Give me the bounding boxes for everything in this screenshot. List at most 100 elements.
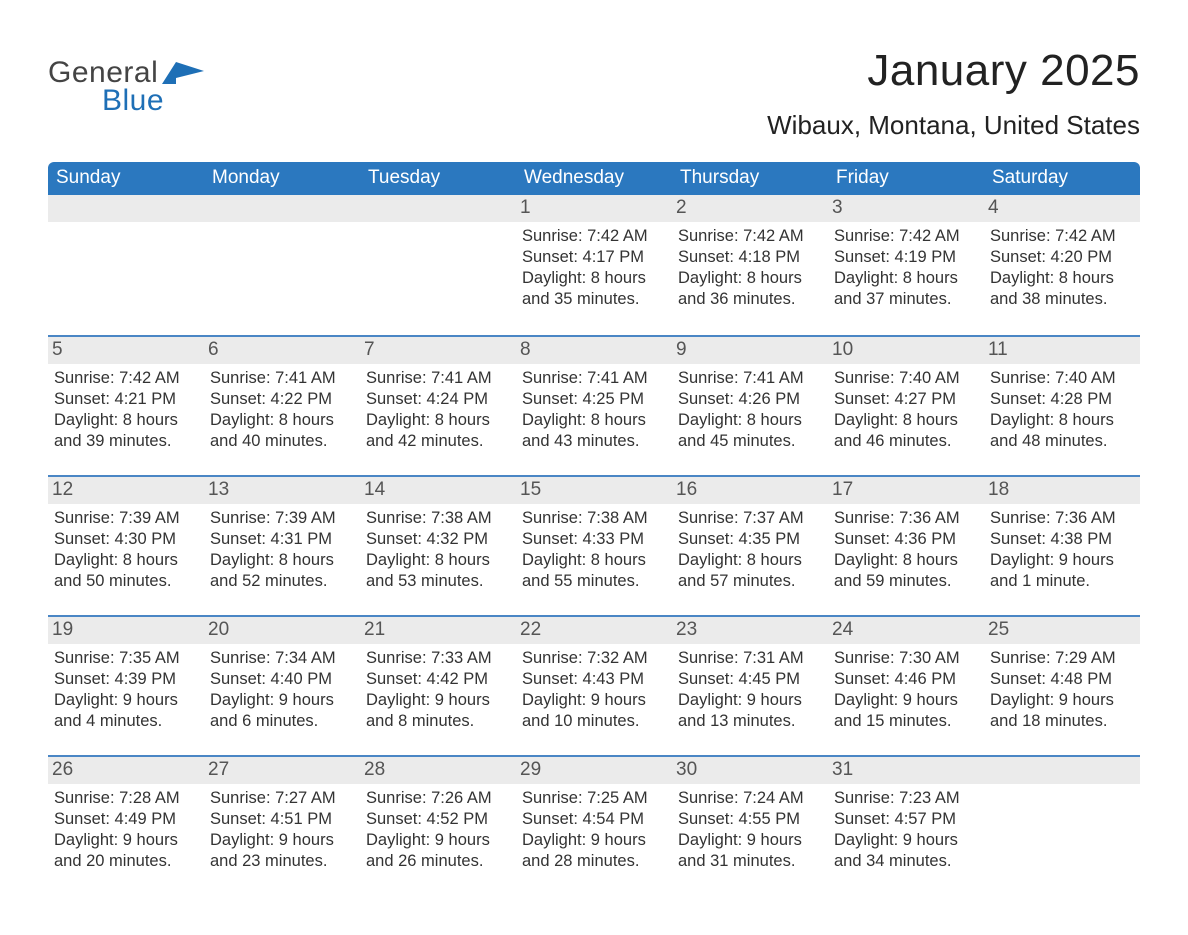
day-details: Sunrise: 7:35 AMSunset: 4:39 PMDaylight:…: [54, 648, 198, 732]
weekday-header: Saturday: [984, 162, 1140, 195]
calendar-day: 5 Sunrise: 7:42 AMSunset: 4:21 PMDaylight…: [48, 335, 204, 475]
day-details: Sunrise: 7:24 AMSunset: 4:55 PMDaylight:…: [678, 788, 822, 872]
weekday-header: Friday: [828, 162, 984, 195]
day-details: Sunrise: 7:41 AMSunset: 4:25 PMDaylight:…: [522, 368, 666, 452]
day-number: 3: [828, 195, 984, 222]
day-number: 22: [516, 615, 672, 644]
calendar-week: 26Sunrise: 7:28 AMSunset: 4:49 PMDayligh…: [48, 755, 1140, 895]
calendar-day: 6 Sunrise: 7:41 AMSunset: 4:22 PMDaylight…: [204, 335, 360, 475]
calendar-day-blank: [204, 195, 360, 335]
day-details: Sunrise: 7:30 AMSunset: 4:46 PMDaylight:…: [834, 648, 978, 732]
calendar-day: 31Sunrise: 7:23 AMSunset: 4:57 PMDayligh…: [828, 755, 984, 895]
day-number: [360, 195, 516, 222]
day-number: 17: [828, 475, 984, 504]
day-number: [48, 195, 204, 222]
calendar-day: 18 Sunrise: 7:36 AMSunset: 4:38 PMDayligh…: [984, 475, 1140, 615]
day-number: 7: [360, 335, 516, 364]
day-details: Sunrise: 7:36 AMSunset: 4:38 PMDaylight:…: [990, 508, 1134, 592]
day-details: Sunrise: 7:38 AMSunset: 4:32 PMDaylight:…: [366, 508, 510, 592]
calendar-day: 10 Sunrise: 7:40 AMSunset: 4:27 PMDayligh…: [828, 335, 984, 475]
calendar-day: 22 Sunrise: 7:32 AMSunset: 4:43 PMDayligh…: [516, 615, 672, 755]
calendar-day: 25Sunrise: 7:29 AMSunset: 4:48 PMDayligh…: [984, 615, 1140, 755]
day-number: 12: [48, 475, 204, 504]
calendar-week: 12Sunrise: 7:39 AMSunset: 4:30 PMDayligh…: [48, 475, 1140, 615]
day-number: 24: [828, 615, 984, 644]
location-subtitle: Wibaux, Montana, United States: [767, 110, 1140, 141]
calendar-day: 9 Sunrise: 7:41 AMSunset: 4:26 PMDaylight…: [672, 335, 828, 475]
calendar-day: 29 Sunrise: 7:25 AMSunset: 4:54 PMDayligh…: [516, 755, 672, 895]
calendar-day: 2 Sunrise: 7:42 AMSunset: 4:18 PMDaylight…: [672, 195, 828, 335]
day-details: Sunrise: 7:28 AMSunset: 4:49 PMDaylight:…: [54, 788, 198, 872]
day-details: Sunrise: 7:40 AMSunset: 4:27 PMDaylight:…: [834, 368, 978, 452]
calendar-day-blank: [984, 755, 1140, 895]
weekday-header: Thursday: [672, 162, 828, 195]
day-number: 20: [204, 615, 360, 644]
calendar-day: 8 Sunrise: 7:41 AMSunset: 4:25 PMDaylight…: [516, 335, 672, 475]
day-details: Sunrise: 7:42 AMSunset: 4:17 PMDaylight:…: [522, 226, 666, 310]
brand-word-2: Blue: [102, 84, 204, 118]
day-details: Sunrise: 7:42 AMSunset: 4:21 PMDaylight:…: [54, 368, 198, 452]
day-number: [204, 195, 360, 222]
calendar-day: 24 Sunrise: 7:30 AMSunset: 4:46 PMDayligh…: [828, 615, 984, 755]
day-details: Sunrise: 7:25 AMSunset: 4:54 PMDaylight:…: [522, 788, 666, 872]
day-number: 13: [204, 475, 360, 504]
calendar-day: 20 Sunrise: 7:34 AMSunset: 4:40 PMDayligh…: [204, 615, 360, 755]
day-number: 31: [828, 755, 984, 784]
day-number: 14: [360, 475, 516, 504]
calendar-day: 7Sunrise: 7:41 AMSunset: 4:24 PMDaylight…: [360, 335, 516, 475]
day-details: Sunrise: 7:29 AMSunset: 4:48 PMDaylight:…: [990, 648, 1134, 732]
calendar-day: 28 Sunrise: 7:26 AMSunset: 4:52 PMDayligh…: [360, 755, 516, 895]
day-number: 2: [672, 195, 828, 222]
day-number: 11: [984, 335, 1140, 364]
weekday-header: Sunday: [48, 162, 204, 195]
day-number: 5: [48, 335, 204, 364]
flag-icon: [162, 62, 204, 84]
day-details: Sunrise: 7:27 AMSunset: 4:51 PMDaylight:…: [210, 788, 354, 872]
calendar-day: 4 Sunrise: 7:42 AMSunset: 4:20 PMDaylight…: [984, 195, 1140, 335]
calendar-day: 19 Sunrise: 7:35 AMSunset: 4:39 PMDayligh…: [48, 615, 204, 755]
calendar-week: 19 Sunrise: 7:35 AMSunset: 4:39 PMDayligh…: [48, 615, 1140, 755]
brand-logo: General Blue: [48, 46, 204, 118]
day-number: 29: [516, 755, 672, 784]
weekday-header: Tuesday: [360, 162, 516, 195]
day-number: 21: [360, 615, 516, 644]
calendar-day: 23 Sunrise: 7:31 AMSunset: 4:45 PMDayligh…: [672, 615, 828, 755]
day-number: 16: [672, 475, 828, 504]
day-number: 23: [672, 615, 828, 644]
day-number: 9: [672, 335, 828, 364]
calendar-day: 13Sunrise: 7:39 AMSunset: 4:31 PMDayligh…: [204, 475, 360, 615]
day-details: Sunrise: 7:34 AMSunset: 4:40 PMDaylight:…: [210, 648, 354, 732]
day-details: Sunrise: 7:33 AMSunset: 4:42 PMDaylight:…: [366, 648, 510, 732]
day-number: 8: [516, 335, 672, 364]
day-details: Sunrise: 7:42 AMSunset: 4:20 PMDaylight:…: [990, 226, 1134, 310]
calendar-document: General Blue January 2025 Wibaux, Montan…: [0, 0, 1188, 935]
calendar-week: 5 Sunrise: 7:42 AMSunset: 4:21 PMDaylight…: [48, 335, 1140, 475]
day-details: Sunrise: 7:41 AMSunset: 4:26 PMDaylight:…: [678, 368, 822, 452]
day-details: Sunrise: 7:26 AMSunset: 4:52 PMDaylight:…: [366, 788, 510, 872]
day-details: Sunrise: 7:37 AMSunset: 4:35 PMDaylight:…: [678, 508, 822, 592]
day-details: Sunrise: 7:41 AMSunset: 4:22 PMDaylight:…: [210, 368, 354, 452]
calendar-day: 15 Sunrise: 7:38 AMSunset: 4:33 PMDayligh…: [516, 475, 672, 615]
calendar-day-blank: [360, 195, 516, 335]
day-details: Sunrise: 7:32 AMSunset: 4:43 PMDaylight:…: [522, 648, 666, 732]
day-number: 18: [984, 475, 1140, 504]
calendar-day: 3Sunrise: 7:42 AMSunset: 4:19 PMDaylight…: [828, 195, 984, 335]
calendar-day: 30Sunrise: 7:24 AMSunset: 4:55 PMDayligh…: [672, 755, 828, 895]
day-details: Sunrise: 7:42 AMSunset: 4:18 PMDaylight:…: [678, 226, 822, 310]
calendar-day: 12Sunrise: 7:39 AMSunset: 4:30 PMDayligh…: [48, 475, 204, 615]
day-number: 28: [360, 755, 516, 784]
day-number: 10: [828, 335, 984, 364]
day-details: Sunrise: 7:38 AMSunset: 4:33 PMDaylight:…: [522, 508, 666, 592]
day-number: 15: [516, 475, 672, 504]
day-details: Sunrise: 7:31 AMSunset: 4:45 PMDaylight:…: [678, 648, 822, 732]
weekday-header: Wednesday: [516, 162, 672, 195]
day-number: 4: [984, 195, 1140, 222]
weekday-header: Monday: [204, 162, 360, 195]
day-number: 6: [204, 335, 360, 364]
day-number: 19: [48, 615, 204, 644]
calendar-day: 17Sunrise: 7:36 AMSunset: 4:36 PMDayligh…: [828, 475, 984, 615]
day-details: Sunrise: 7:40 AMSunset: 4:28 PMDaylight:…: [990, 368, 1134, 452]
header: General Blue January 2025 Wibaux, Montan…: [48, 46, 1140, 154]
calendar-day: 21 Sunrise: 7:33 AMSunset: 4:42 PMDayligh…: [360, 615, 516, 755]
calendar-day: 16 Sunrise: 7:37 AMSunset: 4:35 PMDayligh…: [672, 475, 828, 615]
